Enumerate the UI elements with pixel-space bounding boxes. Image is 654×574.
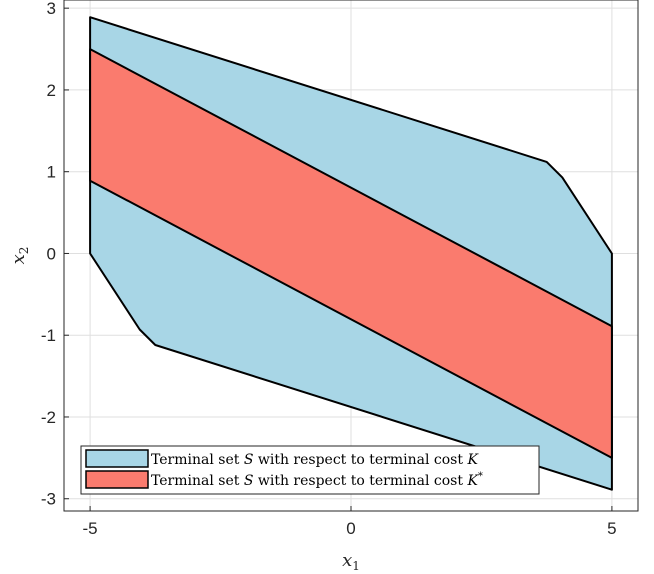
y-axis-label: x2 <box>8 247 31 265</box>
y-tick-label: -1 <box>41 326 56 345</box>
x-axis-label: x1 <box>342 550 360 573</box>
legend-swatch-blue <box>85 449 149 468</box>
y-tick-label: 0 <box>47 244 56 263</box>
legend-entry-red: Terminal set S with respect to terminal … <box>151 471 483 489</box>
legend-entry-blue: Terminal set S with respect to terminal … <box>151 452 479 468</box>
axis-ticks: -5 0 5 -3 -2 -1 0 1 2 3 <box>41 0 617 538</box>
terminal-set-region-red <box>89 48 613 459</box>
y-tick-label: 3 <box>47 0 56 18</box>
y-tick-label: -2 <box>41 408 56 427</box>
y-tick-label: 2 <box>47 81 56 100</box>
y-tick-label: -3 <box>41 490 56 509</box>
x-tick-label: 5 <box>607 519 616 538</box>
x-tick-label: -5 <box>83 519 98 538</box>
legend-box <box>80 445 540 495</box>
plot-areas <box>89 16 613 491</box>
legend: Terminal set S with respect to terminal … <box>80 445 540 495</box>
x-tick-label: 0 <box>346 519 355 538</box>
legend-swatch-red <box>85 470 149 489</box>
y-tick-label: 1 <box>47 163 56 182</box>
